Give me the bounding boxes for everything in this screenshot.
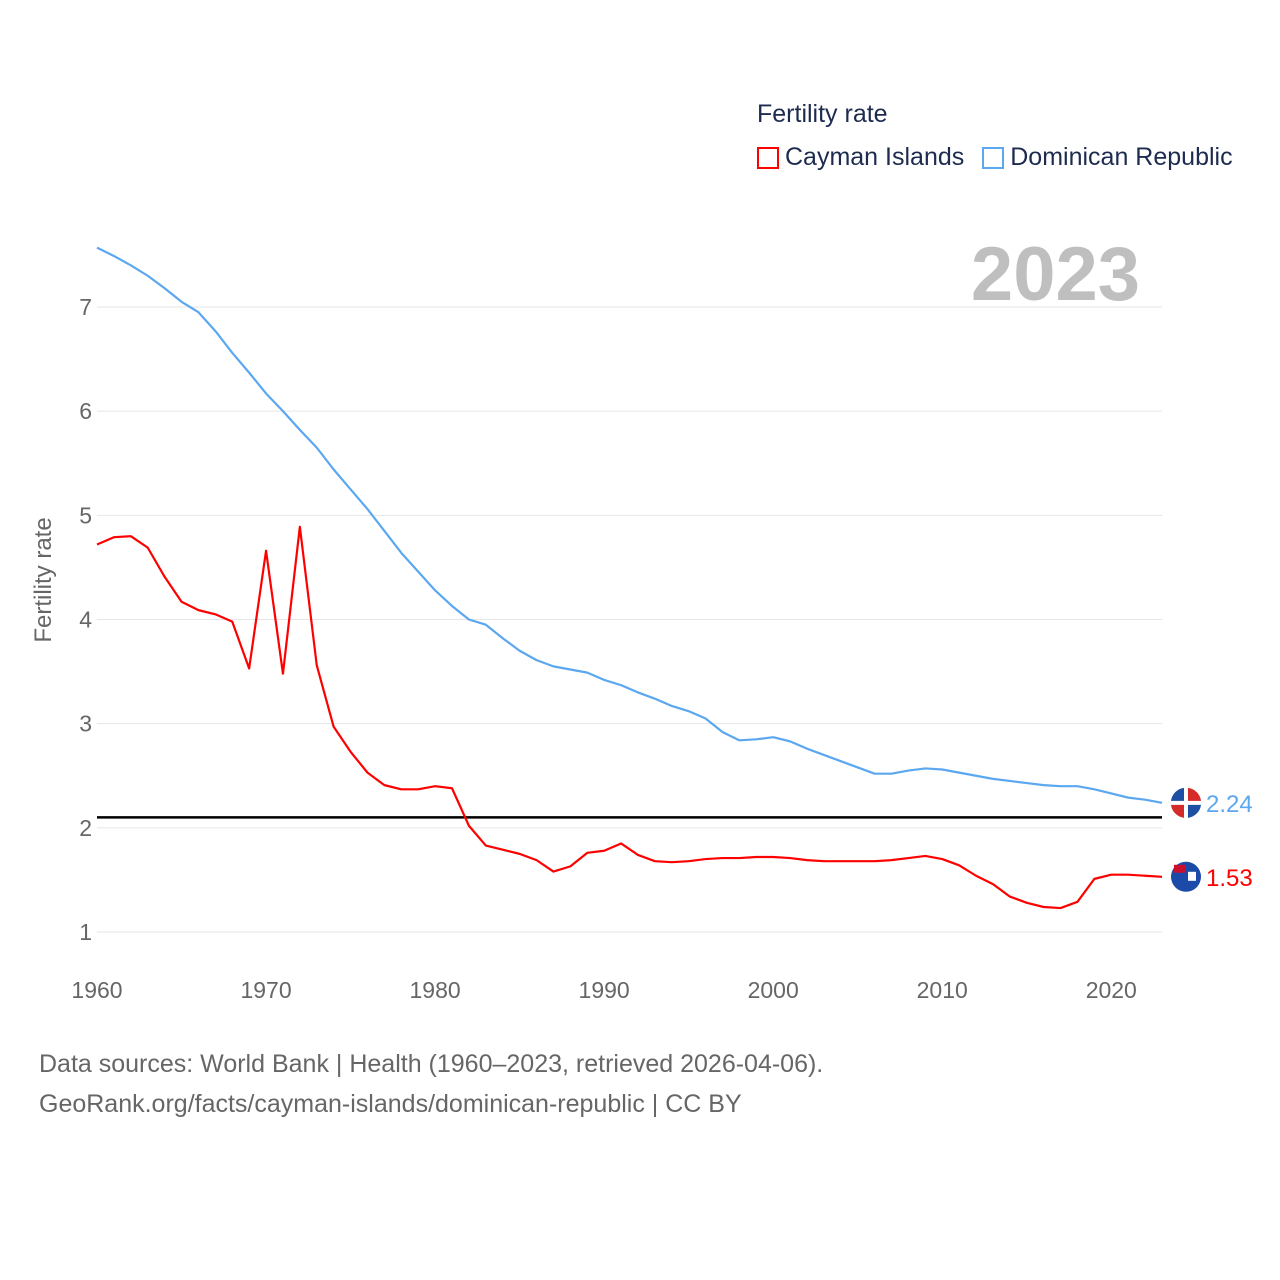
y-tick-label: 7 bbox=[79, 294, 92, 320]
legend-swatch bbox=[757, 146, 779, 169]
legend-label: Dominican Republic bbox=[1010, 143, 1233, 171]
x-tick-label: 1980 bbox=[410, 977, 461, 1003]
end-value-label: 1.53 bbox=[1206, 865, 1253, 892]
flag-arms bbox=[1188, 871, 1196, 881]
y-tick-label: 6 bbox=[79, 398, 92, 424]
flag-icon-cayman-islands bbox=[1171, 861, 1201, 892]
y-tick-label: 1 bbox=[79, 919, 92, 945]
legend-title: Fertility rate bbox=[757, 100, 888, 128]
series-line-dominican-republic bbox=[96, 246, 1163, 804]
end-labels: 2.24 1.53 bbox=[1171, 787, 1253, 892]
footer: Data sources: World Bank | Health (1960–… bbox=[39, 1044, 823, 1124]
x-tick-label: 2000 bbox=[748, 977, 799, 1003]
y-axis-label: Fertility rate bbox=[30, 517, 57, 642]
legend: Cayman Islands Dominican Republic bbox=[757, 143, 1233, 172]
data-sources: Data sources: World Bank | Health (1960–… bbox=[39, 1050, 824, 1078]
flag-union bbox=[1174, 864, 1186, 873]
series-line-cayman-islands bbox=[96, 525, 1163, 910]
x-tick-label: 2010 bbox=[917, 977, 968, 1003]
flag-quad bbox=[1171, 787, 1184, 801]
source-link[interactable]: GeoRank.org/facts/cayman-islands/dominic… bbox=[39, 1090, 742, 1118]
legend-item-dominican-republic[interactable]: Dominican Republic bbox=[982, 143, 1233, 172]
y-tick-label: 2 bbox=[79, 815, 92, 841]
x-tick-label: 2020 bbox=[1086, 977, 1137, 1003]
flag-quad bbox=[1171, 804, 1184, 818]
y-tick-label: 5 bbox=[79, 502, 92, 528]
x-tick-label: 1960 bbox=[71, 977, 122, 1003]
y-tick-label: 3 bbox=[79, 711, 92, 737]
year-watermark: 2023 bbox=[971, 232, 1140, 317]
flag-icon-dominican-republic bbox=[1171, 787, 1201, 818]
legend-label: Cayman Islands bbox=[785, 143, 965, 171]
flag-quad bbox=[1188, 787, 1201, 801]
legend-swatch bbox=[982, 146, 1005, 169]
flag-quad bbox=[1188, 804, 1201, 818]
y-axis: 1 2 3 4 5 6 7 bbox=[79, 294, 92, 945]
x-tick-label: 1970 bbox=[240, 977, 291, 1003]
series-group bbox=[96, 246, 1163, 910]
y-tick-label: 4 bbox=[79, 607, 92, 633]
x-tick-label: 1990 bbox=[579, 977, 630, 1003]
legend-item-cayman-islands[interactable]: Cayman Islands bbox=[757, 143, 964, 172]
x-axis: 1960 1970 1980 1990 2000 2010 2020 bbox=[71, 977, 1136, 1003]
end-value-label: 2.24 bbox=[1206, 791, 1253, 818]
